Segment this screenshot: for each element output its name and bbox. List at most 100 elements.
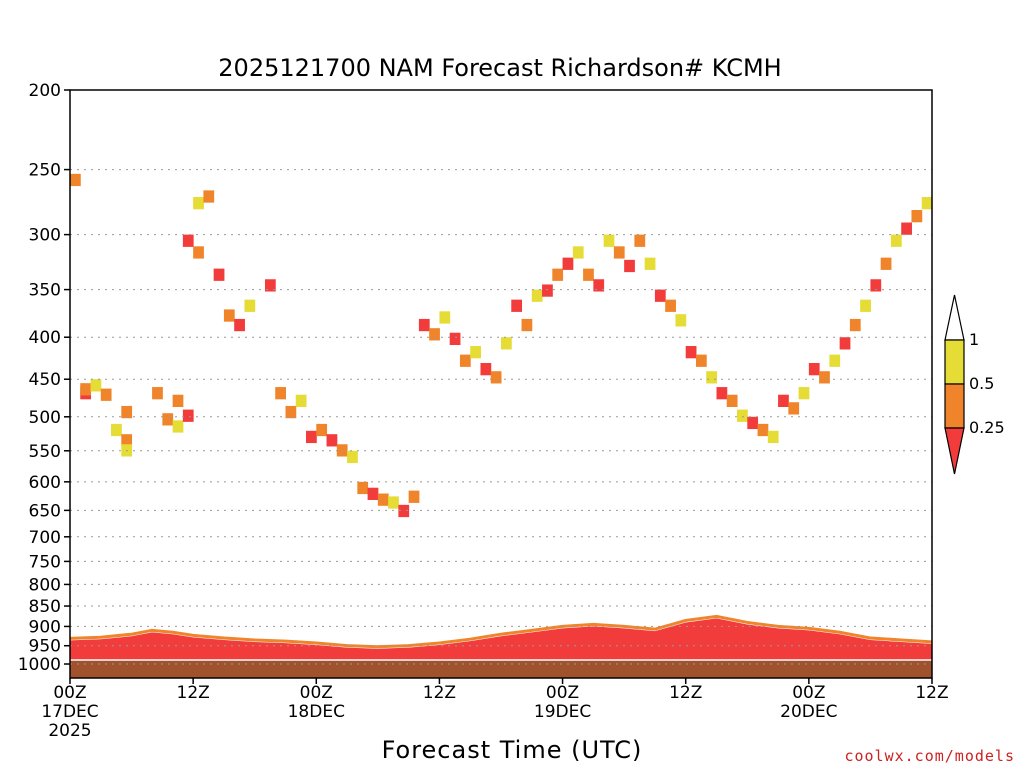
data-cell xyxy=(829,354,841,367)
chart-title: 2025121700 NAM Forecast Richardson# KCMH xyxy=(218,54,781,82)
data-cell xyxy=(326,434,338,447)
data-cell xyxy=(613,246,625,259)
data-cell xyxy=(70,173,81,187)
y-tick-label: 900 xyxy=(29,617,61,637)
data-cell xyxy=(388,496,399,509)
y-tick-label: 500 xyxy=(29,408,61,428)
data-cell xyxy=(603,234,615,247)
data-cell xyxy=(234,318,245,332)
data-cell xyxy=(439,311,451,324)
x-tick-label: 12Z xyxy=(915,683,948,703)
ground-layer xyxy=(70,659,932,678)
x-tick-label: 2025 xyxy=(48,721,91,741)
data-cell xyxy=(572,246,584,259)
legend-band-orange xyxy=(944,383,965,429)
y-tick-label: 450 xyxy=(29,370,61,390)
data-cell xyxy=(398,504,410,518)
boundary-layer-edge xyxy=(70,614,932,649)
data-cell xyxy=(295,394,307,407)
data-cell xyxy=(911,210,923,223)
x-tick-label: 17DEC xyxy=(41,702,98,722)
y-tick-label: 200 xyxy=(29,81,61,101)
y-tick-label: 950 xyxy=(29,637,61,657)
data-cell xyxy=(347,450,358,464)
data-cell xyxy=(193,197,204,210)
data-cell xyxy=(901,222,912,235)
y-tick-label: 800 xyxy=(29,575,61,595)
data-cell xyxy=(849,318,861,332)
data-cell xyxy=(357,481,369,495)
data-cell xyxy=(716,387,728,400)
data-cell xyxy=(152,387,163,400)
x-tick-label: 00Z xyxy=(53,683,86,703)
x-tick-label: 20DEC xyxy=(780,702,837,722)
data-cell xyxy=(767,430,779,444)
data-cell xyxy=(418,318,430,332)
data-cell xyxy=(285,405,297,419)
data-cell xyxy=(808,363,820,376)
data-cell xyxy=(511,299,523,312)
x-tick-label: 12Z xyxy=(669,683,702,703)
data-cell xyxy=(644,257,656,270)
legend-label: 0.25 xyxy=(969,418,1005,437)
data-cell xyxy=(449,332,461,345)
x-tick-label: 19DEC xyxy=(534,702,591,722)
x-axis-label: Forecast Time (UTC) xyxy=(382,736,643,764)
data-cell xyxy=(275,387,286,400)
legend-band-yellow xyxy=(944,339,965,385)
data-cell xyxy=(377,493,389,506)
data-cell xyxy=(121,434,133,447)
gridlines xyxy=(70,169,932,665)
data-cell xyxy=(490,371,502,384)
data-cell xyxy=(162,413,174,426)
data-cell xyxy=(223,309,235,322)
data-cell xyxy=(90,379,102,392)
y-tick-label: 850 xyxy=(29,597,61,617)
heatmap-cells xyxy=(70,173,932,518)
data-cell xyxy=(306,430,317,444)
data-cell xyxy=(213,268,225,281)
plot-frame xyxy=(69,89,933,679)
data-cell xyxy=(921,197,932,210)
data-cell xyxy=(429,328,440,341)
y-tick-label: 700 xyxy=(29,528,61,548)
x-tick-label: 12Z xyxy=(177,683,210,703)
data-cell xyxy=(654,289,666,302)
data-cell xyxy=(890,234,902,247)
data-cell xyxy=(665,299,676,312)
y-tick-label: 750 xyxy=(29,552,61,572)
data-cell xyxy=(634,234,646,247)
x-tick-label: 00Z xyxy=(792,683,825,703)
data-cell xyxy=(172,420,184,433)
data-cell xyxy=(675,314,687,327)
data-cell xyxy=(367,487,379,500)
y-tick-label: 250 xyxy=(29,161,61,181)
data-cell xyxy=(203,190,215,203)
data-cell xyxy=(552,268,564,281)
y-axis: 200 250 300 350 400 450 500 550 600 650 700 750 8008… xyxy=(18,81,70,675)
data-cell xyxy=(459,354,471,367)
y-tick-label: 600 xyxy=(29,473,61,493)
data-cell xyxy=(244,299,256,312)
data-cell xyxy=(747,416,759,430)
x-tick-label: 12Z xyxy=(423,683,456,703)
y-tick-label: 550 xyxy=(29,442,61,462)
data-cell xyxy=(562,257,574,270)
data-cell xyxy=(521,318,533,332)
data-cell xyxy=(593,279,605,292)
data-cell xyxy=(111,423,122,437)
data-cell xyxy=(737,409,748,422)
data-cell xyxy=(100,388,112,401)
data-cell xyxy=(531,289,543,302)
data-cell xyxy=(480,363,492,376)
data-cell xyxy=(470,346,481,359)
y-tick-label: 300 xyxy=(29,226,61,246)
data-cell xyxy=(193,246,204,259)
y-tick-label: 1000 xyxy=(18,655,61,675)
data-cell xyxy=(583,268,594,281)
data-cell xyxy=(80,383,92,396)
y-tick-label: 400 xyxy=(29,328,61,348)
legend-label: 0.5 xyxy=(969,374,994,393)
ground-surface xyxy=(70,660,932,678)
